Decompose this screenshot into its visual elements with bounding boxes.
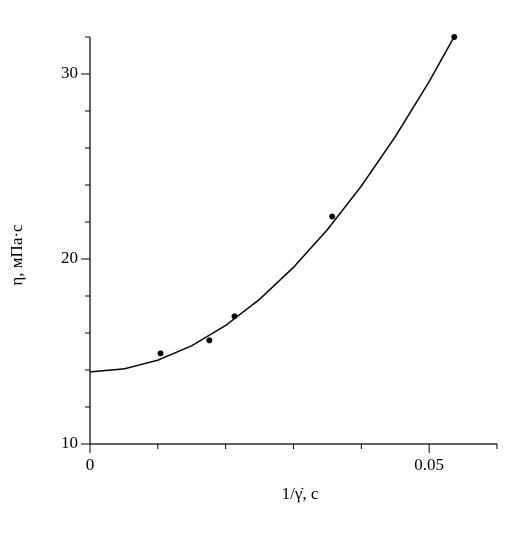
x-tick-label: 0 bbox=[86, 455, 95, 474]
y-tick-label: 20 bbox=[61, 248, 78, 267]
data-point bbox=[329, 213, 336, 220]
data-point bbox=[157, 350, 164, 357]
data-point bbox=[206, 337, 213, 344]
x-tick-label: 0.05 bbox=[414, 455, 444, 474]
y-tick-label: 10 bbox=[61, 433, 78, 452]
y-axis-label: η, мПа·с bbox=[7, 224, 26, 286]
y-tick-label: 30 bbox=[61, 63, 78, 82]
x-axis-label: 1/γ̇, с bbox=[282, 484, 319, 503]
fit-curve bbox=[90, 37, 455, 373]
